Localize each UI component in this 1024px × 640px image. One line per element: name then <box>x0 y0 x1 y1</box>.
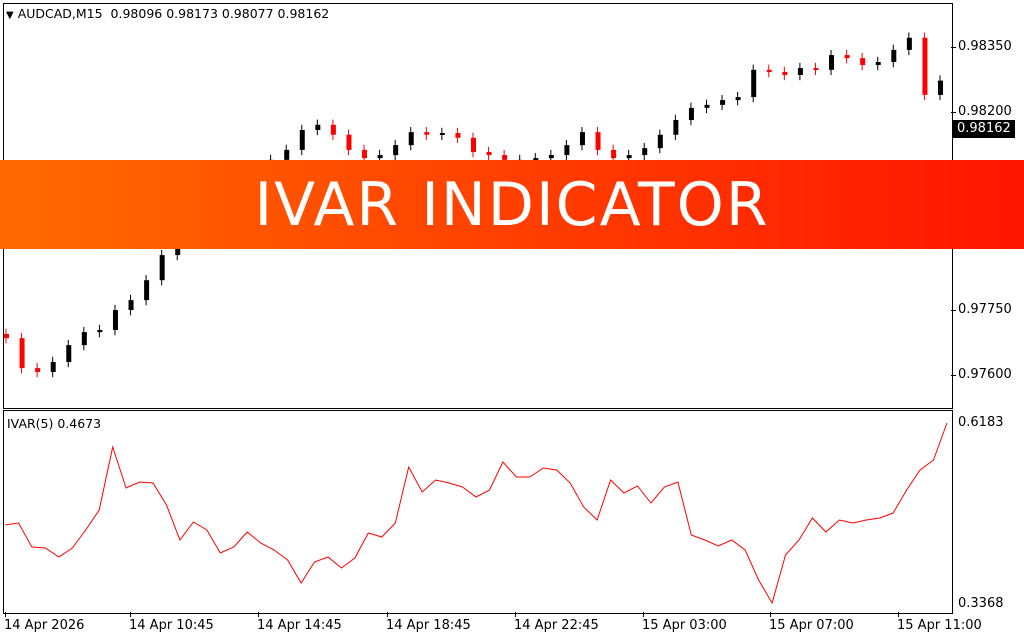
candle-body <box>299 129 305 150</box>
candle-body <box>922 37 928 95</box>
candle-body <box>891 49 897 63</box>
indicator-max-label: 0.6183 <box>958 415 1004 430</box>
price-label: 0.97600 <box>958 367 1012 382</box>
candle-body <box>315 124 321 130</box>
candle-body <box>144 280 150 301</box>
candle-body <box>159 255 165 281</box>
time-label: 15 Apr 07:00 <box>769 618 854 633</box>
axis-tick <box>951 310 956 311</box>
candle-body <box>486 152 492 156</box>
time-tick <box>898 612 899 617</box>
indicator-min-label: 0.3368 <box>958 596 1004 611</box>
candle-body <box>284 149 290 160</box>
banner-text: IVAR INDICATOR <box>254 169 770 240</box>
candle-body <box>19 338 25 369</box>
candle-body <box>844 55 850 59</box>
candle-body <box>393 145 399 156</box>
candle-body <box>938 80 943 95</box>
candle-body <box>720 100 726 105</box>
price-label: 0.97750 <box>958 302 1012 317</box>
time-tick <box>258 612 259 617</box>
candle-body <box>813 68 819 71</box>
candle-body <box>424 132 430 135</box>
price-label: 0.98350 <box>958 39 1012 54</box>
candle-body <box>766 69 772 72</box>
candle-body <box>97 329 103 333</box>
candle-body <box>860 58 866 66</box>
time-label: 14 Apr 10:45 <box>129 618 214 633</box>
candle-body <box>875 62 881 66</box>
axis-tick <box>951 375 956 376</box>
time-label: 14 Apr 18:45 <box>386 618 471 633</box>
candle-body <box>657 134 663 149</box>
candle-body <box>455 133 461 138</box>
candle-body <box>377 155 383 159</box>
time-label: 15 Apr 11:00 <box>897 618 982 633</box>
title-banner: IVAR INDICATOR <box>0 160 1024 249</box>
candle-body <box>548 155 554 159</box>
candle-body <box>502 155 508 160</box>
candle-body <box>66 345 72 363</box>
dropdown-triangle-icon[interactable]: ▼ <box>6 10 14 21</box>
ivar-line <box>4 422 948 605</box>
time-label: 14 Apr 14:45 <box>257 618 342 633</box>
ohlc-values: 0.98096 0.98173 0.98077 0.98162 <box>110 6 330 21</box>
candle-body <box>330 124 336 135</box>
candle-body <box>579 132 585 146</box>
candle-body <box>533 158 539 161</box>
time-tick <box>770 612 771 617</box>
ivar-indicator-pane[interactable] <box>3 410 953 614</box>
time-label: 14 Apr 22:45 <box>514 618 599 633</box>
candle-body <box>4 333 9 339</box>
indicator-label: IVAR(5) 0.4673 <box>7 416 102 431</box>
candle-body <box>688 107 694 121</box>
price-label: 0.98200 <box>958 104 1012 119</box>
candle-body <box>611 149 617 159</box>
candle-body <box>439 133 445 136</box>
time-tick <box>387 612 388 617</box>
axis-tick <box>951 47 956 48</box>
candle-body <box>642 148 648 156</box>
axis-tick <box>951 112 956 113</box>
current-price-tag: 0.98162 <box>953 120 1015 138</box>
candle-body <box>797 68 803 75</box>
time-tick <box>643 612 644 617</box>
candle-body <box>673 120 679 135</box>
symbol-header: ▼ AUDCAD,M15 0.98096 0.98173 0.98077 0.9… <box>6 6 329 21</box>
candle-body <box>704 104 710 108</box>
candle-body <box>735 97 741 101</box>
candle-body <box>81 332 87 346</box>
time-tick <box>515 612 516 617</box>
candle-body <box>471 137 476 153</box>
time-label: 15 Apr 03:00 <box>642 618 727 633</box>
candle-body <box>408 132 414 146</box>
candle-body <box>35 368 41 372</box>
candle-body <box>626 155 632 159</box>
time-tick <box>130 612 131 617</box>
candle-body <box>112 310 118 330</box>
time-tick <box>5 612 6 617</box>
candle-body <box>128 300 134 311</box>
candle-body <box>906 37 912 50</box>
candle-body <box>782 71 788 75</box>
candle-body <box>50 362 56 372</box>
candle-body <box>829 55 835 70</box>
symbol-name: AUDCAD,M15 <box>17 6 103 21</box>
candle-body <box>595 132 601 150</box>
time-label: 14 Apr 2026 <box>4 618 85 633</box>
candle-body <box>346 134 352 150</box>
candle-body <box>362 149 368 159</box>
candle-body <box>751 69 757 98</box>
candle-body <box>564 145 570 156</box>
